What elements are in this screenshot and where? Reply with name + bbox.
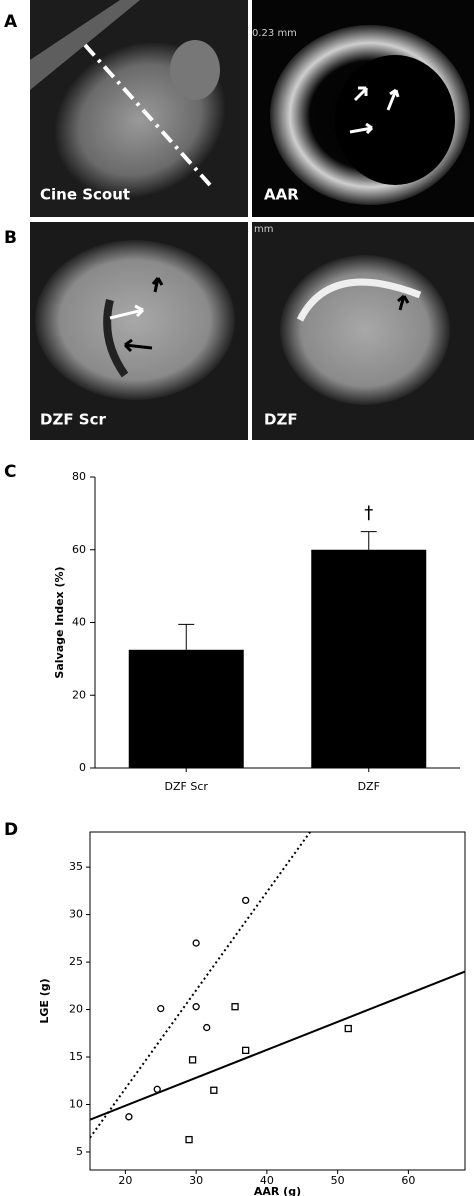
panel-label: C — [4, 462, 16, 482]
x-axis-title: AAR (g) — [254, 1185, 301, 1196]
bar — [311, 549, 427, 768]
panel-label: D — [4, 820, 18, 840]
image-caption: Cine Scout — [40, 186, 130, 204]
y-tick-label: 20 — [69, 1003, 83, 1016]
x-tick-label: 20 — [118, 1174, 132, 1187]
point — [185, 1135, 193, 1144]
plot-frame — [89, 831, 466, 1171]
panel-label: A — [4, 12, 18, 32]
image-caption: DZF — [264, 411, 298, 429]
scale-text: mm — [254, 224, 273, 235]
image-caption: AAR — [264, 186, 299, 204]
fit-line — [90, 970, 465, 1121]
y-tick-label: 80 — [72, 470, 86, 483]
point — [203, 1023, 211, 1032]
y-tick-label: 10 — [69, 1097, 83, 1110]
annotation: † — [364, 503, 373, 524]
image-dzf — [252, 222, 474, 440]
point — [210, 1086, 218, 1094]
point — [188, 1056, 197, 1064]
point — [231, 1003, 239, 1011]
image-cine-scout — [30, 0, 248, 217]
x-tick-label: 30 — [189, 1174, 203, 1187]
bar — [128, 649, 244, 768]
y-tick-label: 5 — [76, 1145, 83, 1158]
y-tick-label: 0 — [79, 761, 86, 774]
point — [192, 939, 200, 947]
x-tick-label: 50 — [331, 1174, 345, 1187]
panel-label: B — [4, 228, 17, 248]
image-caption: DZF Scr — [40, 411, 106, 429]
point — [153, 1085, 161, 1093]
x-tick-label: DZF Scr — [165, 780, 209, 793]
y-tick-label: 15 — [69, 1050, 83, 1063]
x-tick-label: 40 — [260, 1174, 274, 1187]
y-tick-label: 30 — [69, 908, 83, 921]
y-axis-title: LGE (g) — [38, 978, 51, 1023]
point — [157, 1004, 165, 1013]
y-tick-label: 40 — [72, 616, 86, 629]
y-axis-title: Salvage Index (%) — [53, 566, 66, 678]
y-tick-label: 35 — [69, 860, 83, 873]
y-tick-label: 25 — [69, 955, 83, 968]
x-tick-label: 60 — [401, 1174, 415, 1187]
point — [242, 896, 250, 905]
y-tick-label: 20 — [72, 688, 86, 701]
image-aar — [252, 0, 474, 217]
point — [192, 1003, 200, 1011]
scale-text: 0.23 mm — [252, 28, 297, 39]
fit-line — [90, 832, 311, 1139]
image-dzf-scr — [30, 222, 248, 440]
point — [344, 1024, 352, 1033]
y-tick-label: 60 — [72, 543, 86, 556]
point — [125, 1113, 133, 1121]
x-tick-label: DZF — [358, 780, 380, 793]
point — [242, 1046, 250, 1055]
